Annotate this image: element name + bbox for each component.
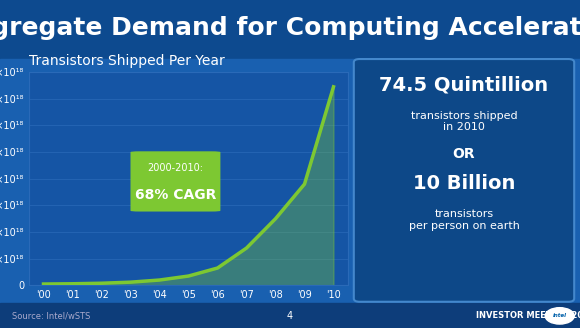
Text: 74.5 Quintillion: 74.5 Quintillion	[379, 76, 549, 95]
Text: OR: OR	[452, 147, 476, 161]
Text: transistors shipped
in 2010: transistors shipped in 2010	[411, 111, 517, 132]
FancyBboxPatch shape	[130, 151, 220, 212]
Text: Aggregate Demand for Computing Accelerating: Aggregate Demand for Computing Accelerat…	[0, 16, 580, 40]
Bar	[0, 59, 580, 328]
Bar	[0, 0, 580, 59]
Text: transistors
per person on earth: transistors per person on earth	[408, 209, 520, 231]
Text: intel: intel	[553, 313, 567, 318]
Text: 2000-2010:: 2000-2010:	[147, 163, 204, 173]
Text: INVESTOR MEETING 2011: INVESTOR MEETING 2011	[476, 311, 580, 320]
Text: 68% CAGR: 68% CAGR	[135, 188, 216, 202]
Text: 10 Billion: 10 Billion	[413, 174, 515, 193]
FancyBboxPatch shape	[354, 59, 574, 302]
Text: Transistors Shipped Per Year: Transistors Shipped Per Year	[29, 54, 225, 68]
Circle shape	[545, 308, 574, 324]
Text: Source: Intel/wSTS: Source: Intel/wSTS	[12, 311, 90, 320]
Text: 4: 4	[287, 311, 293, 321]
Bar	[0, 303, 580, 328]
